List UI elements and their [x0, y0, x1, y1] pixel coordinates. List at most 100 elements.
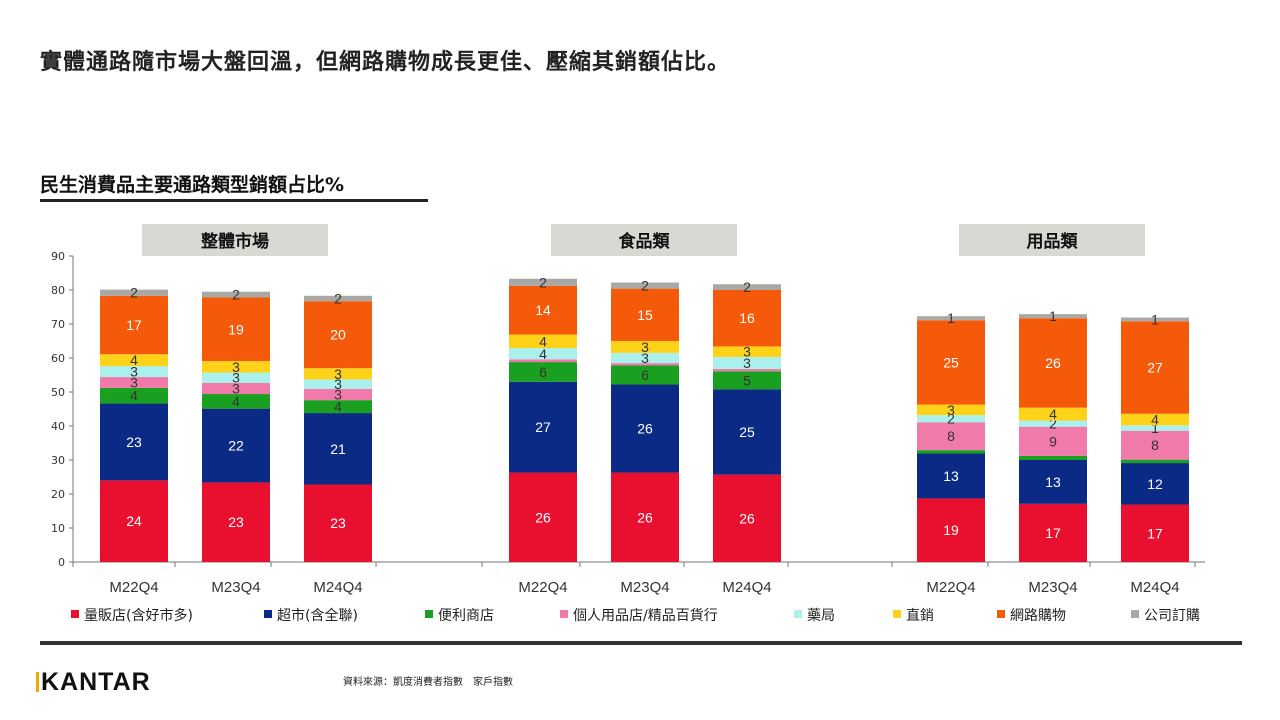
bar-segment [509, 334, 577, 349]
bar-segment [304, 413, 372, 485]
data-label: 9 [1049, 433, 1057, 449]
data-label: 26 [535, 509, 551, 525]
data-label: 2 [334, 291, 342, 307]
legend-label: 便利商店 [438, 608, 494, 624]
bar-segment [1121, 317, 1189, 322]
bar-segment [611, 288, 679, 341]
panel-title: 整體市場 [201, 231, 269, 252]
x-tick-label: M22Q4 [926, 579, 975, 596]
data-label: 3 [130, 364, 138, 380]
bar-segment [1019, 503, 1087, 562]
y-tick-label: 10 [51, 522, 65, 535]
bar-segment [202, 291, 270, 298]
data-label: 4 [334, 399, 342, 415]
bar-segment [713, 389, 781, 475]
subtitle-underline [40, 199, 428, 202]
bar-segment [1121, 321, 1189, 414]
bar-segment [611, 341, 679, 353]
y-tick-label: 70 [51, 318, 65, 331]
x-tick-label: M23Q4 [1028, 579, 1077, 596]
data-label: 6 [539, 364, 547, 380]
bar-segment [202, 482, 270, 562]
data-label: 3 [130, 374, 138, 390]
y-tick-label: 30 [51, 454, 65, 467]
data-label: 27 [535, 419, 551, 435]
bar-segment [509, 285, 577, 335]
data-label: 3 [232, 359, 240, 375]
data-label: 19 [943, 522, 959, 538]
bar-segment [1121, 504, 1189, 562]
bar-segment [713, 371, 781, 390]
bar-segment [100, 377, 168, 388]
x-tick-label: M22Q4 [518, 579, 567, 596]
bar-segment [202, 394, 270, 409]
bar-segment [304, 295, 372, 302]
data-label: 3 [232, 370, 240, 386]
panel-header-box [551, 224, 737, 256]
panel-title: 食品類 [619, 231, 671, 252]
legend-label: 藥局 [807, 608, 835, 624]
data-label: 19 [228, 321, 244, 337]
y-tick-label: 50 [51, 386, 65, 399]
y-tick-label: 90 [51, 250, 65, 263]
panel-title: 用品類 [1027, 232, 1079, 252]
data-label: 26 [637, 509, 653, 525]
bar-segment [1121, 430, 1189, 460]
data-label: 2 [130, 285, 138, 301]
legend-swatch [1131, 610, 1139, 618]
data-label: 26 [1045, 355, 1061, 371]
data-label: 4 [539, 333, 547, 349]
data-label: 2 [743, 279, 751, 295]
data-label: 25 [943, 354, 959, 370]
data-label: 22 [228, 438, 244, 454]
bar-segment [917, 316, 985, 321]
data-label: 4 [130, 388, 138, 404]
x-tick-label: M24Q4 [313, 579, 362, 596]
bar-segment [713, 356, 781, 369]
y-tick-label: 60 [51, 352, 65, 365]
bar-segment [100, 403, 168, 481]
bar-segment [1019, 318, 1087, 408]
legend-swatch [425, 610, 433, 618]
bar-segment [509, 278, 577, 286]
bar-segment [202, 408, 270, 483]
bar-segment [713, 368, 781, 372]
bar-segment [917, 404, 985, 416]
bar-segment [917, 453, 985, 499]
y-tick-label: 0 [58, 556, 65, 569]
logo-accent-bar [36, 672, 39, 692]
bar-segment [1121, 463, 1189, 505]
data-label: 4 [130, 352, 138, 368]
bar-segment [917, 415, 985, 423]
bar-segment [509, 348, 577, 360]
bar-segment [509, 472, 577, 562]
data-label: 1 [1151, 420, 1159, 436]
legend-label: 公司訂購 [1144, 608, 1200, 624]
bottom-divider [40, 641, 1242, 645]
bar-segment [100, 387, 168, 404]
bar-segment [1019, 455, 1087, 460]
bar-segment [1019, 407, 1087, 421]
bar-segment [917, 320, 985, 405]
kantar-logo: KANTAR [36, 668, 151, 697]
bar-segment [100, 289, 168, 296]
x-tick-label: M24Q4 [1130, 579, 1179, 596]
bar-segment [917, 422, 985, 451]
bar-segment [1121, 413, 1189, 426]
bar-segment [304, 368, 372, 380]
data-label: 23 [126, 434, 142, 450]
bar-segment [304, 400, 372, 414]
bar-segment [202, 297, 270, 362]
data-label: 21 [330, 441, 346, 457]
data-label: 4 [1049, 406, 1057, 422]
bar-segment [304, 388, 372, 401]
data-label: 3 [334, 376, 342, 392]
data-label: 6 [641, 367, 649, 383]
legend-swatch [71, 610, 79, 618]
bar-segment [304, 301, 372, 369]
bar-segment [713, 290, 781, 347]
y-tick-label: 20 [51, 488, 65, 501]
bar-segment [509, 381, 577, 473]
bar-segment [611, 472, 679, 562]
data-label: 2 [539, 274, 547, 290]
